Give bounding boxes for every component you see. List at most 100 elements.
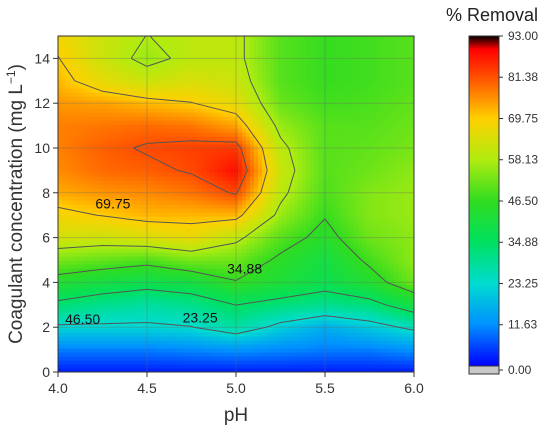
heatmap-cell [178,244,183,249]
heatmap-cell [114,320,119,325]
heatmap-cell [78,184,83,189]
heatmap-cell [154,292,159,297]
heatmap-cell [222,292,227,297]
heatmap-cell [382,172,387,177]
heatmap-cell [90,252,95,257]
heatmap-cell [150,248,155,253]
heatmap-cell [286,204,291,209]
heatmap-cell [314,324,319,329]
heatmap-cell [378,276,383,281]
heatmap-cell [394,268,399,273]
heatmap-cell [202,216,207,221]
heatmap-cell [118,152,123,157]
heatmap-cell [234,292,239,297]
heatmap-cell [206,160,211,165]
heatmap-cell [238,272,243,277]
heatmap-cell [370,156,375,161]
heatmap-cell [290,264,295,269]
heatmap-cell [214,172,219,177]
heatmap-cell [390,292,395,297]
heatmap-cell [398,316,403,321]
heatmap-cell [106,260,111,265]
heatmap-cell [366,276,371,281]
heatmap-cell [158,196,163,201]
heatmap-cell [126,148,131,153]
heatmap-cell [90,256,95,261]
heatmap-cell [166,284,171,289]
heatmap-cell [366,196,371,201]
heatmap-cell [406,200,411,205]
heatmap-cell [242,280,247,285]
heatmap-cell [310,296,315,301]
heatmap-cell [62,296,67,301]
heatmap-cell [146,180,151,185]
heatmap-cell [286,368,291,372]
heatmap-cell [274,164,279,169]
heatmap-cell [282,304,287,309]
heatmap-cell [358,164,363,169]
heatmap-cell [90,300,95,305]
heatmap-cell [58,260,63,265]
heatmap-cell [222,184,227,189]
heatmap-cell [114,204,119,209]
heatmap-cell [102,332,107,337]
heatmap-cell [202,348,207,353]
heatmap-cell [246,308,251,313]
heatmap-cell [150,324,155,329]
heatmap-cell [398,200,403,205]
heatmap-cell [58,320,63,325]
heatmap-cell [74,320,79,325]
heatmap-cell [350,340,355,345]
heatmap-cell [318,328,323,333]
heatmap-cell [270,180,275,185]
heatmap-cell [218,284,223,289]
heatmap-cell [162,284,167,289]
heatmap-cell [182,368,187,372]
heatmap-cell [374,180,379,185]
heatmap-cell [82,340,87,345]
heatmap-cell [190,168,195,173]
heatmap-cell [158,320,163,325]
heatmap-cell [86,236,91,241]
heatmap-cell [86,284,91,289]
heatmap-cell [334,332,339,337]
heatmap-cell [330,160,335,165]
heatmap-cell [334,200,339,205]
heatmap-cell [234,360,239,365]
heatmap-cell [110,324,115,329]
heatmap-cell [74,308,79,313]
heatmap-cell [410,332,414,337]
heatmap-cell [206,184,211,189]
heatmap-cell [202,236,207,241]
heatmap-cell [194,228,199,233]
heatmap-cell [286,344,291,349]
heatmap-cell [346,320,351,325]
heatmap-cell [182,208,187,213]
heatmap-cell [278,332,283,337]
heatmap-cell [294,364,299,369]
heatmap-cell [242,228,247,233]
heatmap-cell [70,184,75,189]
heatmap-cell [234,348,239,353]
heatmap-cell [314,228,319,233]
heatmap-cell [266,148,271,153]
heatmap-cell [74,356,79,361]
heatmap-cell [146,296,151,301]
heatmap-cell [398,272,403,277]
heatmap-cell [206,152,211,157]
heatmap-cell [210,152,215,157]
heatmap-cell [162,232,167,237]
heatmap-cell [386,284,391,289]
heatmap-cell [154,304,159,309]
heatmap-cell [242,360,247,365]
heatmap-cell [374,280,379,285]
heatmap-cell [394,336,399,341]
heatmap-cell [310,172,315,177]
heatmap-cell [346,292,351,297]
heatmap-cell [290,204,295,209]
heatmap-cell [58,276,63,281]
heatmap-cell [122,296,127,301]
heatmap-cell [142,252,147,257]
heatmap-cell [78,344,83,349]
heatmap-cell [330,176,335,181]
